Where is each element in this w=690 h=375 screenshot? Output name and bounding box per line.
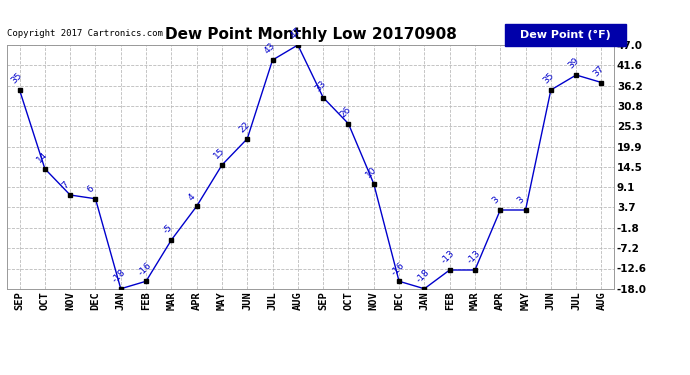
Text: Copyright 2017 Cartronics.com: Copyright 2017 Cartronics.com	[7, 29, 163, 38]
Text: 35: 35	[10, 71, 24, 86]
Text: -5: -5	[161, 223, 175, 236]
Text: -16: -16	[389, 260, 406, 277]
Text: -18: -18	[415, 268, 431, 285]
Title: Dew Point Monthly Low 20170908: Dew Point Monthly Low 20170908	[164, 27, 457, 42]
Text: 37: 37	[592, 64, 607, 78]
Text: 6: 6	[86, 184, 96, 195]
Text: 35: 35	[541, 71, 555, 86]
Text: -13: -13	[465, 249, 482, 266]
Text: 26: 26	[339, 105, 353, 120]
Text: 15: 15	[213, 146, 227, 161]
Text: 7: 7	[61, 180, 71, 191]
Text: 10: 10	[364, 165, 379, 180]
Text: 14: 14	[35, 150, 50, 165]
Text: -16: -16	[137, 260, 153, 277]
Text: -18: -18	[111, 268, 128, 285]
Text: 3: 3	[516, 195, 526, 206]
Text: 22: 22	[237, 120, 252, 135]
FancyBboxPatch shape	[505, 24, 627, 46]
Text: 39: 39	[566, 56, 581, 71]
Text: 4: 4	[187, 192, 197, 202]
Text: Dew Point (°F): Dew Point (°F)	[520, 30, 611, 40]
Text: 33: 33	[313, 79, 328, 93]
Text: 43: 43	[263, 41, 277, 56]
Text: -13: -13	[440, 249, 457, 266]
Text: 3: 3	[491, 195, 501, 206]
Text: 47: 47	[288, 26, 302, 41]
